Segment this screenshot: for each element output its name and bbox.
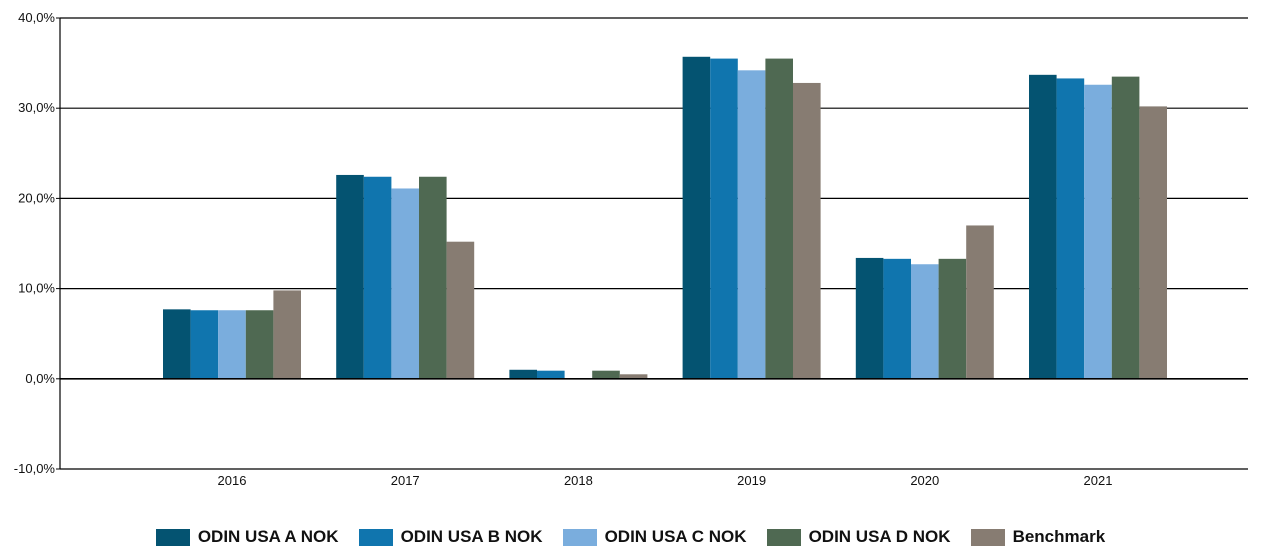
bar-2016-series-1 [163,309,191,379]
y-tick-label: 0,0% [25,371,55,386]
y-tick-label: 30,0% [18,100,55,115]
bar-2016-series-2 [190,310,219,379]
legend-label: ODIN USA D NOK [808,527,951,546]
legend-swatch [155,528,190,546]
bar-2020-series-5 [966,225,994,379]
bar-2016-series-3 [218,310,246,379]
bar-2017-series-2 [363,176,392,379]
y-axis-labels: -10,0% 0,0% 10,0% 20,0% 30,0% 40,0% [14,10,56,476]
legend: ODIN USA A NOK ODIN USA B NOK ODIN USA C N… [0,525,1261,549]
bar-2018-series-2 [537,370,565,379]
axes [56,17,1248,470]
y-tick-label: -10,0% [14,461,56,476]
legend-swatch [562,528,597,546]
bar-2018-series-4 [592,370,620,379]
x-tick-label: 2021 [1084,473,1113,488]
legend-item: ODIN USA C NOK [562,527,747,547]
bar-2016-series-5 [273,290,301,379]
y-tick-label: 10,0% [18,281,55,296]
bar-2017-series-5 [446,241,475,379]
bar-2020-series-1 [855,257,884,379]
legend-item: Benchmark [970,527,1106,547]
legend-item: ODIN USA A NOK [155,527,339,547]
bar-2021-series-4 [1111,76,1140,379]
legend-swatch [766,528,801,546]
x-tick-label: 2019 [737,473,766,488]
bar-2017-series-1 [336,174,364,379]
legend-label: ODIN USA B NOK [400,527,543,546]
bar-2019-series-3 [737,70,766,379]
bars [163,56,1167,379]
bar-2020-series-3 [911,264,939,379]
y-tick-label: 20,0% [18,190,55,205]
x-tick-label: 2020 [910,473,939,488]
bar-2020-series-2 [883,258,911,379]
bar-2021-series-1 [1029,74,1057,379]
bar-2021-series-5 [1139,106,1167,379]
y-tick-label: 40,0% [18,10,55,25]
bar-2018-series-1 [509,369,537,379]
bar-2021-series-2 [1056,78,1085,379]
bar-2020-series-4 [938,258,967,379]
x-axis-labels: 2016 2017 2018 2019 2020 2021 [218,473,1113,488]
legend-item: ODIN USA D NOK [766,527,951,547]
x-tick-label: 2016 [218,473,247,488]
legend-label: ODIN USA C NOK [604,527,747,546]
bar-2019-series-2 [710,58,738,379]
bar-2018-series-5 [619,374,648,379]
bar-2017-series-3 [391,188,419,379]
x-tick-label: 2017 [391,473,420,488]
bar-2017-series-4 [419,176,447,379]
legend-item: ODIN USA B NOK [358,527,543,547]
legend-swatch [358,528,393,546]
bar-2019-series-5 [793,82,821,379]
legend-label: ODIN USA A NOK [197,527,339,546]
legend-label: Benchmark [1012,527,1106,546]
legend-swatch [970,528,1005,546]
bar-2019-series-4 [765,58,793,379]
bar-2021-series-3 [1084,84,1112,379]
bar-2019-series-1 [682,56,711,379]
x-tick-label: 2018 [564,473,593,488]
bar-2016-series-4 [245,310,274,379]
